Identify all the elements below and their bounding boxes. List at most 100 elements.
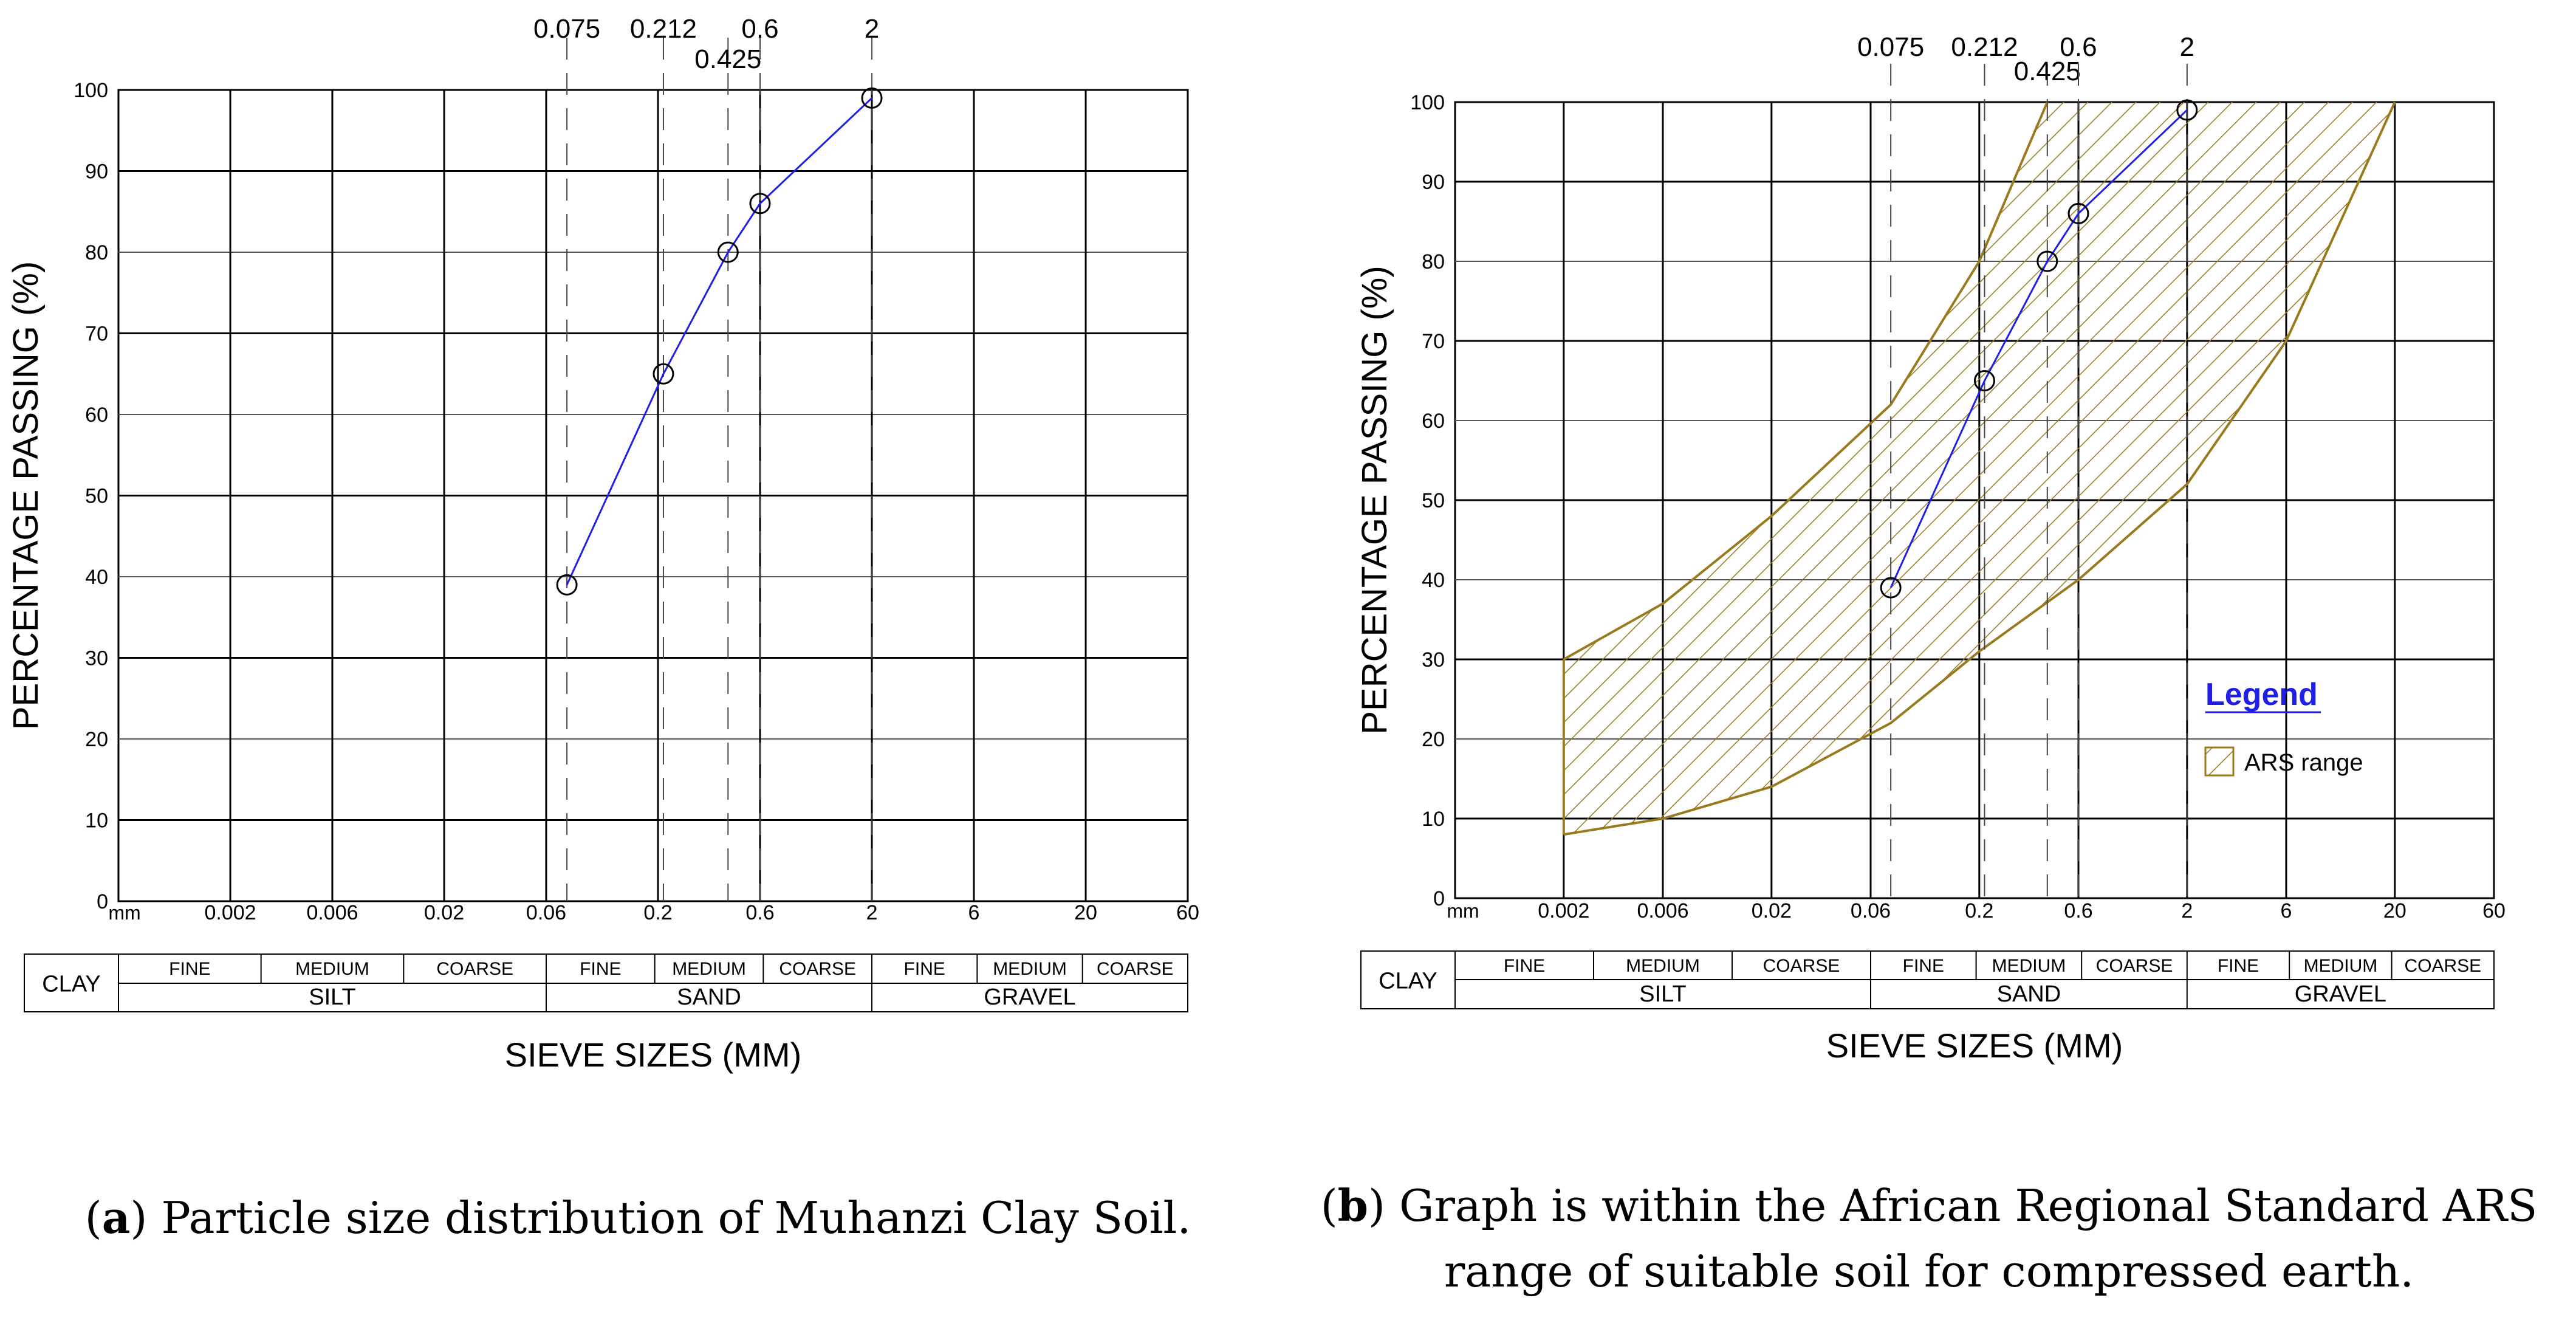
y-tick-label: 40	[1422, 569, 1445, 592]
legend-swatch	[2204, 746, 2235, 777]
classification-clay: CLAY	[1379, 969, 1437, 994]
y-tick-label: 100	[1410, 91, 1445, 114]
classification-sub: MEDIUM	[1626, 956, 1700, 976]
x-tick-label: 0.2	[643, 901, 672, 924]
x-tick-label: 0.006	[1637, 899, 1688, 922]
x-axis-title: SIEVE SIZES (MM)	[1826, 1026, 2123, 1065]
classification-group: SAND	[1997, 981, 2061, 1007]
classification-group: SAND	[677, 984, 741, 1010]
sieve-label: 0.425	[694, 44, 761, 74]
data-point	[2176, 99, 2198, 121]
x-tick-label: 0.06	[1851, 899, 1891, 922]
classification-group: SILT	[309, 984, 355, 1010]
x-tick-label: 0.2	[1965, 899, 1993, 922]
y-tick-label: 60	[1422, 410, 1445, 433]
y-tick-label: 80	[85, 241, 108, 264]
y-tick-label: 50	[85, 485, 108, 508]
y-tick-label: 20	[1422, 728, 1445, 751]
classification-sub: COARSE	[1097, 959, 1174, 979]
classification-sub: MEDIUM	[2304, 956, 2378, 976]
y-tick-label: 70	[85, 323, 108, 346]
x-tick-label: 0.02	[424, 901, 464, 924]
caption-a: (a) Particle size distribution of Muhanz…	[84, 1192, 1191, 1243]
data-point	[653, 363, 674, 385]
classification-sub: COARSE	[2404, 956, 2481, 976]
x-tick-label: 0.6	[745, 901, 774, 924]
classification-group: GRAVEL	[984, 984, 1075, 1010]
sieve-label: 0.212	[1951, 32, 2018, 62]
ars-lower-bound	[1563, 101, 2396, 836]
y-tick-label: 30	[85, 647, 108, 670]
sieve-label: 2	[2180, 32, 2194, 62]
data-point	[2067, 202, 2089, 224]
y-tick-label: 70	[1422, 330, 1445, 353]
y-axis-title: PERCENTAGE PASSING (%)	[1355, 266, 1394, 734]
y-tick-label: 0	[1433, 887, 1445, 910]
y-axis-title: PERCENTAGE PASSING (%)	[6, 261, 46, 730]
caption-b-label: b	[1337, 1180, 1368, 1231]
classification-sub: COARSE	[1763, 956, 1840, 976]
classification-sub: COARSE	[779, 959, 856, 979]
classification-sub: MEDIUM	[1992, 956, 2066, 976]
x-tick-label: 6	[2281, 899, 2292, 922]
x-unit-label: mm	[1447, 900, 1479, 922]
data-point	[717, 241, 739, 263]
y-tick-label: 60	[85, 404, 108, 427]
sieve-label: 0.075	[533, 14, 600, 44]
x-tick-label: 0.006	[306, 901, 358, 924]
caption-a-text: Particle size distribution of Muhanzi Cl…	[147, 1192, 1191, 1243]
data-point	[2036, 250, 2058, 272]
series-line	[1889, 109, 2188, 588]
x-tick-label: 20	[1074, 901, 1097, 924]
series-line	[566, 97, 873, 586]
y-tick-label: 40	[85, 566, 108, 589]
y-tick-label: 0	[97, 890, 108, 913]
sieve-label: 0.6	[2060, 32, 2097, 62]
classification-sub: MEDIUM	[672, 959, 746, 979]
classification-group: GRAVEL	[2295, 981, 2386, 1007]
sieve-label: 0.6	[741, 14, 778, 44]
classification-clay: CLAY	[42, 972, 100, 997]
y-tick-label: 10	[85, 809, 108, 833]
classification-sub: FINE	[904, 959, 945, 979]
classification-sub: COARSE	[436, 959, 513, 979]
caption-a-label: a	[101, 1192, 131, 1243]
x-tick-label: 6	[968, 901, 980, 924]
caption-b-text-line2: range of suitable soil for compressed ea…	[1444, 1246, 2414, 1297]
classification-sub: FINE	[1903, 956, 1944, 976]
y-tick-label: 20	[85, 728, 108, 751]
x-tick-label: 0.002	[1538, 899, 1589, 922]
x-tick-label: 2	[866, 901, 878, 924]
x-tick-label: 60	[2482, 899, 2506, 922]
y-tick-label: 90	[85, 160, 108, 184]
data-point	[749, 193, 771, 215]
caption-b: (b) Graph is within the African Regional…	[1288, 1173, 2570, 1304]
x-tick-label: 0.02	[1752, 899, 1792, 922]
caption-b-text-line1: Graph is within the African Regional Sta…	[1385, 1180, 2538, 1231]
y-tick-label: 10	[1422, 808, 1445, 831]
x-tick-label: 0.002	[205, 901, 256, 924]
y-tick-label: 50	[1422, 489, 1445, 512]
x-tick-label: 0.06	[526, 901, 566, 924]
legend-entry: ARS range	[2244, 749, 2363, 776]
x-tick-label: 20	[2383, 899, 2406, 922]
classification-sub: FINE	[2218, 956, 2259, 976]
sieve-label: 0.425	[2014, 57, 2081, 86]
data-point	[556, 574, 578, 596]
x-tick-label: 60	[1176, 901, 1199, 924]
y-tick-label: 80	[1422, 250, 1445, 273]
y-tick-label: 100	[74, 79, 108, 102]
data-point	[1973, 370, 1995, 391]
x-tick-label: 2	[2181, 899, 2193, 922]
x-unit-label: mm	[108, 902, 140, 924]
sieve-label: 0.075	[1857, 32, 1924, 62]
x-axis-title: SIEVE SIZES (MM)	[505, 1036, 802, 1074]
sieve-label: 2	[865, 14, 879, 44]
classification-sub: FINE	[169, 959, 210, 979]
y-tick-label: 30	[1422, 648, 1445, 672]
x-tick-label: 0.6	[2064, 899, 2092, 922]
caption-b-line1: (b) Graph is within the African Regional…	[1320, 1180, 2538, 1231]
